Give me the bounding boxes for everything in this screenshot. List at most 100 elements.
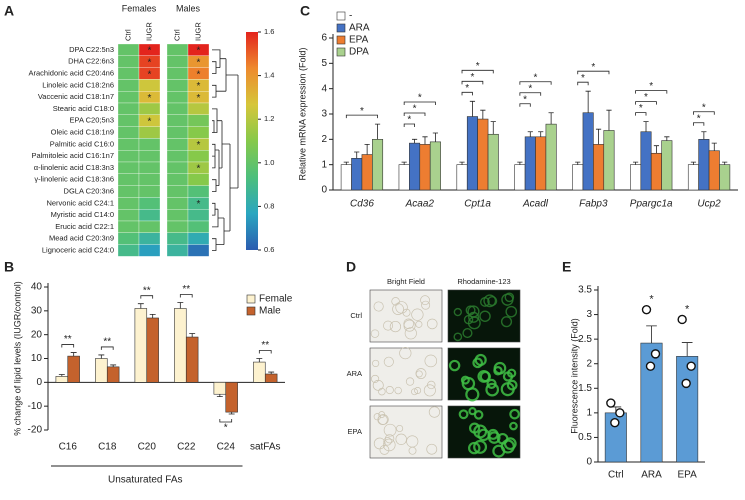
heat-cell xyxy=(138,220,161,233)
data-point xyxy=(615,408,625,418)
row-label: EPA xyxy=(348,427,362,436)
data-point xyxy=(641,304,652,315)
cell xyxy=(396,424,404,433)
bar xyxy=(429,141,441,191)
heat-cell xyxy=(117,232,140,245)
cell xyxy=(414,387,422,394)
cell xyxy=(411,388,418,396)
column-label: IUGR xyxy=(144,22,153,41)
y-tick-label: 1 xyxy=(586,407,592,418)
heat-cell xyxy=(138,161,161,174)
error-bar xyxy=(722,161,728,165)
y-tick-label: -20 xyxy=(28,425,43,436)
cell xyxy=(472,357,484,369)
group-label: Males xyxy=(176,3,201,13)
bar xyxy=(687,164,699,191)
significance: * xyxy=(649,81,653,92)
cell xyxy=(383,437,392,446)
panel-letter: C xyxy=(300,3,310,19)
significance-bracket xyxy=(258,350,272,354)
heat-cell xyxy=(166,161,189,174)
y-tick-label: 0 xyxy=(586,457,592,468)
heat-cell xyxy=(117,55,140,68)
colorbar-label: 1.2 xyxy=(264,114,274,123)
significance: * xyxy=(197,140,201,151)
cell xyxy=(453,307,462,317)
dendrogram xyxy=(212,49,239,251)
bar xyxy=(351,158,363,191)
legend-label: EPA xyxy=(349,35,369,46)
bar xyxy=(174,308,187,383)
y-tick-label: 0 xyxy=(321,185,327,196)
significance-bracket xyxy=(219,419,233,423)
data-point xyxy=(610,417,620,428)
cell xyxy=(421,300,431,310)
data-point xyxy=(681,378,691,389)
row-label: Nervonic acid C24:1 xyxy=(46,198,114,207)
heat-cell xyxy=(117,220,140,233)
significance: * xyxy=(523,94,527,105)
y-tick-label: 0.5 xyxy=(578,432,592,443)
cell xyxy=(424,354,438,368)
row-label: Oleic acid C18:1n9 xyxy=(51,127,114,136)
error-bar xyxy=(228,412,235,415)
colorbar-label: 1.6 xyxy=(264,27,274,36)
heat-cell xyxy=(117,114,140,127)
significance: * xyxy=(197,69,201,80)
error-bar xyxy=(98,354,105,359)
significance: ** xyxy=(182,284,190,295)
heat-cell xyxy=(117,138,140,151)
cell xyxy=(487,431,501,444)
heat-cell xyxy=(138,102,161,115)
error-bar xyxy=(653,145,660,154)
heat-cell xyxy=(166,220,189,233)
significance-bracket xyxy=(403,112,426,116)
row-label: Erucic acid C22:1 xyxy=(55,222,114,231)
x-tick-label: Ppargc1a xyxy=(630,199,673,210)
cell xyxy=(377,414,388,425)
legend-label: ARA xyxy=(349,23,370,34)
row-label: EPA C20;5n3 xyxy=(70,116,114,125)
micrograph xyxy=(447,347,521,402)
bar xyxy=(146,317,159,383)
bar xyxy=(456,164,468,191)
heat-cell xyxy=(138,244,161,257)
row-label: Myristic acid C14:0 xyxy=(51,210,114,219)
x-tick-label: Acadl xyxy=(522,199,549,210)
cell xyxy=(372,359,380,368)
cell xyxy=(384,434,395,444)
cell xyxy=(372,379,384,391)
data-point xyxy=(650,349,661,359)
bar xyxy=(661,140,673,191)
significance: * xyxy=(465,83,469,94)
bar xyxy=(361,154,373,191)
bar xyxy=(650,152,662,191)
bar xyxy=(524,136,536,191)
cell xyxy=(403,318,414,330)
cell xyxy=(463,314,474,325)
error-bar xyxy=(480,109,486,120)
colorbar-label: 1.0 xyxy=(264,158,274,167)
bar xyxy=(630,164,642,191)
bar xyxy=(264,373,278,383)
error-bar xyxy=(575,161,581,165)
cell xyxy=(493,361,507,375)
significance: * xyxy=(470,72,474,83)
error-bar xyxy=(538,131,544,137)
heat-cell xyxy=(166,67,189,80)
heat-cell xyxy=(117,209,140,222)
x-tick-label: Ucp2 xyxy=(697,199,721,210)
cell xyxy=(473,410,484,420)
column-label: Ctrl xyxy=(123,29,132,41)
significance-bracket xyxy=(635,101,657,105)
bar xyxy=(466,116,478,191)
error-bar xyxy=(70,352,77,357)
cell xyxy=(448,359,461,372)
cell xyxy=(427,380,436,390)
cell xyxy=(505,305,518,318)
heat-cell xyxy=(187,173,210,186)
cell xyxy=(467,305,480,318)
heat-cell xyxy=(138,126,161,139)
cell xyxy=(483,294,497,308)
cell xyxy=(468,407,477,416)
